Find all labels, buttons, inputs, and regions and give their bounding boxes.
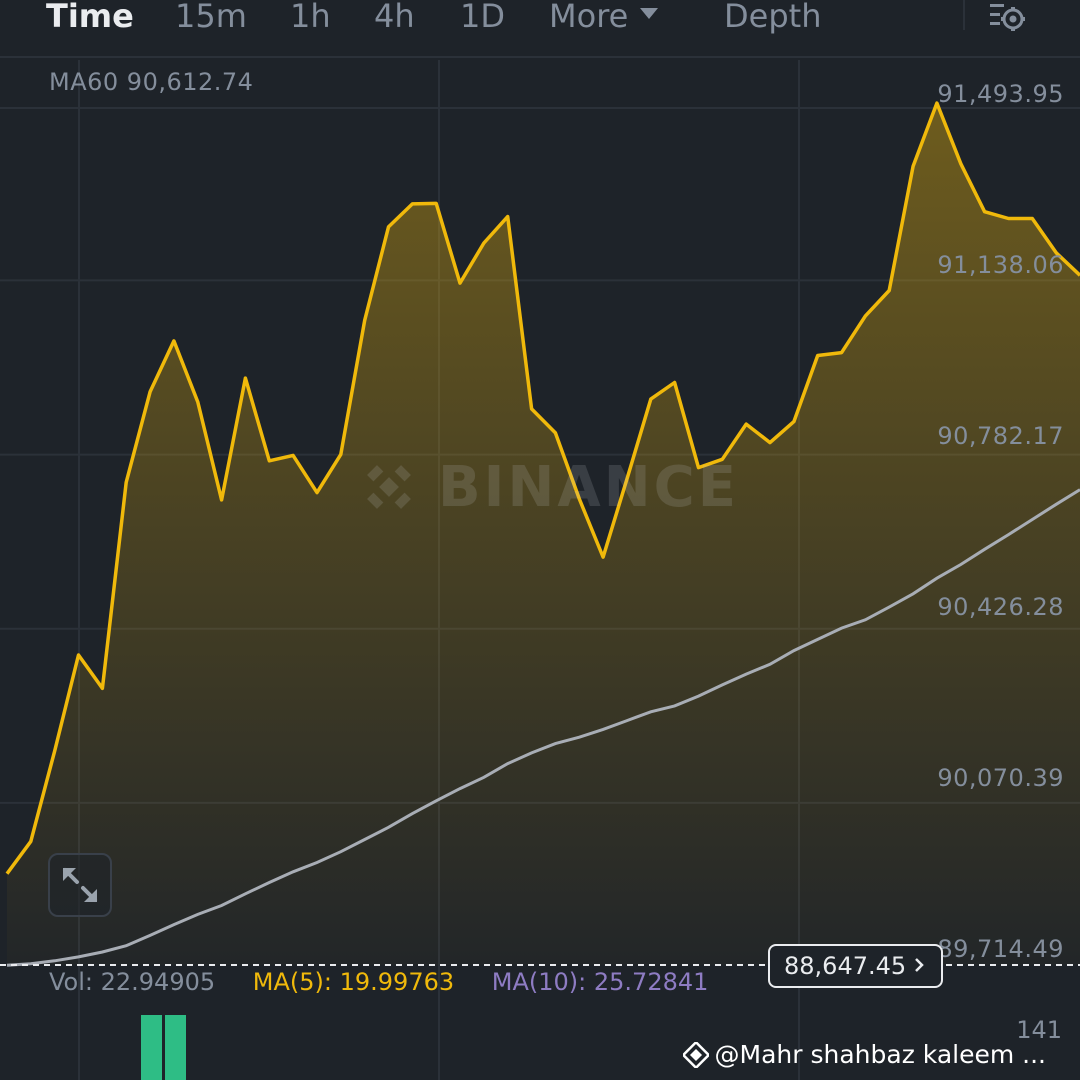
tab-1h[interactable]: 1h (290, 0, 331, 35)
interval-tab-bar: Time 15m 1h 4h 1D More Depth (0, 0, 1080, 58)
price-area (7, 103, 1080, 966)
price-line (5, 101, 1080, 875)
volume-ma5-label: MA(5): 19.99763 (252, 968, 455, 996)
tab-1d[interactable]: 1D (460, 0, 505, 35)
user-credit: @Mahr shahbaz kaleem ... (682, 1040, 1046, 1069)
tab-4h[interactable]: 4h (374, 0, 415, 35)
price-area-fill (7, 103, 1080, 966)
volume-bar (165, 1015, 186, 1080)
volume-ma10-label: MA(10): 25.72841 (491, 968, 709, 996)
price-tick-label: 90,070.39 (937, 764, 1064, 792)
binance-logo-icon (367, 465, 411, 509)
chart-settings-icon (990, 4, 1025, 31)
price-tick-label: 91,138.06 (937, 251, 1064, 279)
tab-time[interactable]: Time (46, 0, 134, 35)
caret-down-icon (640, 8, 659, 19)
ma60-indicator-label: MA60 90,612.74 (49, 68, 254, 96)
volume-bars (141, 1015, 186, 1080)
tab-more-label: More (549, 0, 629, 35)
tab-more[interactable]: More (549, 0, 659, 38)
volume-bar (141, 1015, 162, 1080)
chevron-right-icon (915, 958, 924, 972)
last-price-tag[interactable]: 88,647.45 (768, 944, 943, 988)
tab-15m[interactable]: 15m (175, 0, 247, 35)
binance-watermark: BINANCE (354, 452, 739, 522)
tab-divider (963, 0, 965, 30)
price-tick-label: 90,782.17 (937, 422, 1064, 450)
price-tick-label: 91,493.95 (937, 80, 1064, 108)
price-tick-label: 89,714.49 (937, 935, 1064, 963)
volume-label: Vol: 22.94905 (49, 968, 216, 996)
watermark-text: BINANCE (438, 454, 739, 520)
last-price-value: 88,647.45 (784, 952, 907, 980)
expand-arrows-icon (63, 868, 97, 902)
volume-max-tick: 141 (1016, 1016, 1062, 1044)
binance-diamond-icon (682, 1041, 709, 1068)
tab-depth[interactable]: Depth (724, 0, 822, 35)
volume-indicator-row: Vol: 22.94905 MA(5): 19.99763 MA(10): 25… (49, 968, 738, 996)
price-lines (0, 101, 1080, 967)
ma60-line (6, 488, 1080, 967)
credit-text: @Mahr shahbaz kaleem ... (714, 1040, 1046, 1069)
fullscreen-button[interactable] (48, 853, 112, 917)
price-tick-label: 90,426.28 (937, 593, 1064, 621)
chart-settings-button[interactable] (984, 0, 1034, 36)
